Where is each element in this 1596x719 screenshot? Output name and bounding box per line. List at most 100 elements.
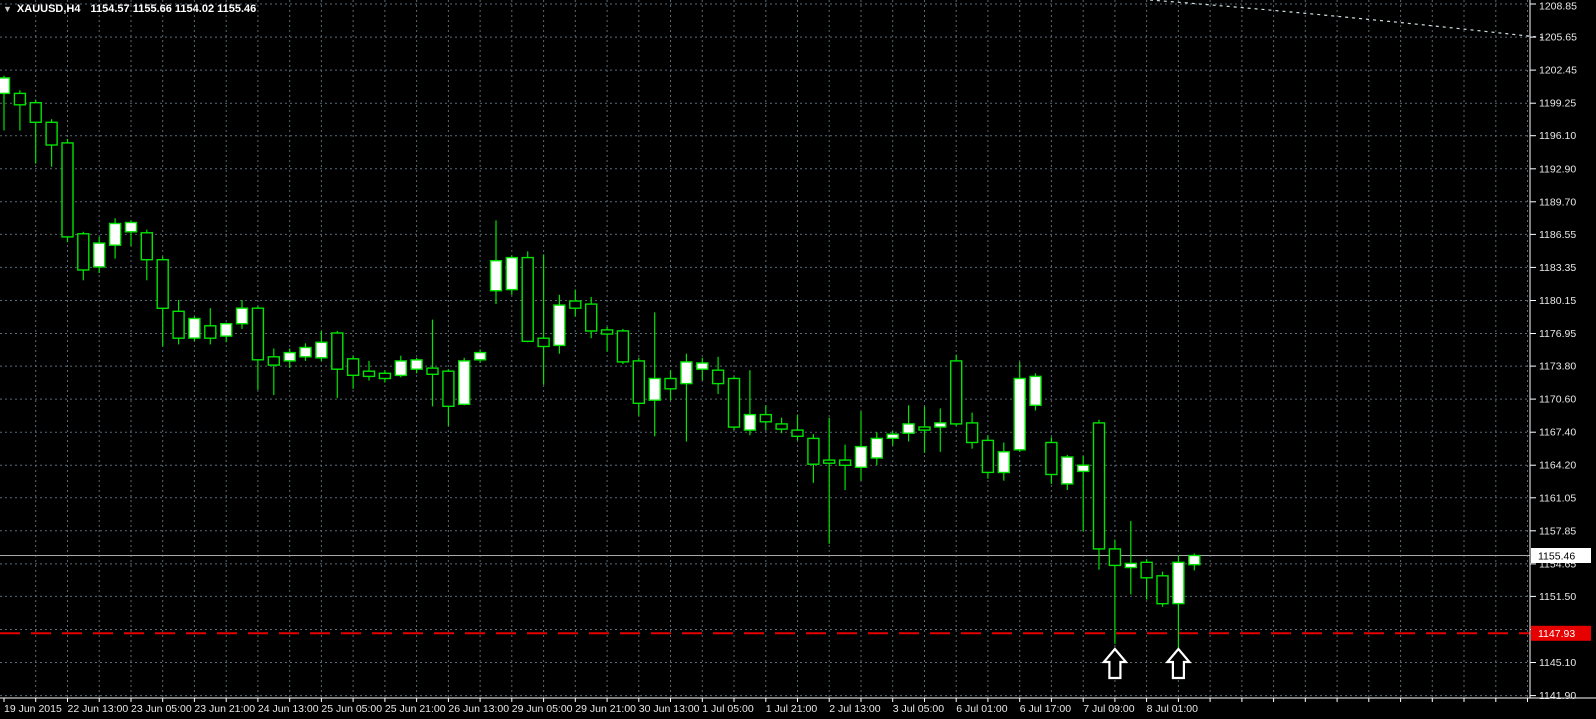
- price-axis[interactable]: 1208.85 1205.65 1202.45 1199.25 1196.10 1192.…: [1530, 1, 1591, 703]
- price-tick-label: 1145.10: [1539, 657, 1576, 669]
- candle: [950, 354, 963, 426]
- time-tick-label: 19 Jun 2015: [4, 703, 62, 715]
- price-tick-label: 1167.40: [1539, 427, 1576, 439]
- candle: [997, 442, 1010, 481]
- trend-curve[interactable]: [1149, 0, 1547, 39]
- candle: [521, 251, 534, 343]
- price-tick-label: 1173.80: [1539, 361, 1576, 373]
- current-price-tag: 1155.46: [1531, 548, 1591, 563]
- candle: [886, 431, 899, 446]
- candle: [188, 316, 201, 342]
- price-tick-label: 1183.35: [1539, 262, 1576, 274]
- candle: [870, 432, 883, 466]
- candle: [410, 357, 423, 374]
- time-tick-label: 23 Jun 21:00: [194, 703, 255, 715]
- price-tick-label: 1199.25: [1539, 98, 1576, 110]
- price-tick-label: 1176.95: [1539, 328, 1576, 340]
- candle: [902, 405, 915, 442]
- time-tick-label: 24 Jun 13:00: [258, 703, 319, 715]
- candle: [108, 218, 122, 259]
- symbol-period-label: XAUUSD,H4: [16, 3, 81, 15]
- candle: [442, 369, 455, 426]
- candle: [1124, 521, 1138, 595]
- candle: [267, 348, 280, 395]
- candle: [918, 406, 931, 453]
- time-tick-label: 23 Jun 05:00: [131, 703, 192, 715]
- candle: [711, 356, 725, 394]
- price-tick-label: 1151.50: [1539, 591, 1576, 603]
- time-tick-label: 29 Jun 21:00: [575, 703, 636, 715]
- candle: [13, 90, 27, 131]
- candle: [0, 75, 11, 131]
- candle: [664, 370, 677, 401]
- price-tick-label: 1141.90: [1539, 690, 1576, 702]
- time-tick-label: 6 Jul 17:00: [1020, 703, 1072, 715]
- candle: [235, 300, 249, 329]
- time-tick-label: 1 Jul 21:00: [766, 703, 818, 715]
- price-tick-label: 1192.90: [1539, 163, 1576, 175]
- price-tick-label: 1202.45: [1539, 65, 1577, 77]
- candle: [600, 326, 614, 352]
- candle: [727, 376, 741, 431]
- candle: [823, 417, 836, 544]
- candle: [1140, 559, 1153, 600]
- time-tick-label: 29 Jun 05:00: [512, 703, 573, 715]
- ohlc-values-label: 1154.57 1155.66 1154.02 1155.46: [90, 3, 257, 15]
- candle: [299, 343, 312, 361]
- price-tick-label: 1186.55: [1539, 229, 1576, 241]
- candle: [1045, 437, 1058, 484]
- candle: [92, 236, 106, 274]
- time-tick-label: 3 Jul 05:00: [893, 703, 945, 715]
- time-tick-label: 30 Jun 13:00: [639, 703, 700, 715]
- candle: [204, 308, 217, 345]
- candle: [1061, 454, 1074, 490]
- time-tick-label: 6 Jul 01:00: [956, 703, 1008, 715]
- candle: [1013, 361, 1026, 452]
- candle: [394, 355, 407, 378]
- candle: [426, 319, 439, 407]
- candles: [0, 75, 1201, 650]
- candle: [473, 349, 487, 363]
- time-tick-label: 22 Jun 13:00: [68, 703, 129, 715]
- candle: [346, 355, 360, 389]
- candle: [1108, 539, 1122, 644]
- price-tick-label: 1208.85: [1539, 1, 1577, 13]
- candle: [616, 328, 630, 364]
- candle: [140, 229, 154, 281]
- candle: [1172, 555, 1185, 650]
- candle: [1156, 571, 1169, 607]
- candle: [1092, 419, 1106, 570]
- candle: [489, 220, 503, 305]
- time-axis[interactable]: 19 Jun 2015 22 Jun 13:00 23 Jun 05:00 23 Ju…: [3, 698, 1528, 715]
- candle: [315, 330, 328, 361]
- candle: [1076, 455, 1090, 532]
- candle: [680, 353, 693, 442]
- candle: [854, 411, 868, 481]
- candle: [61, 138, 74, 243]
- candle: [838, 444, 852, 490]
- price-tick-label: 1196.10: [1539, 130, 1576, 142]
- candle: [362, 360, 376, 381]
- chart-title-overlay: ▼ XAUUSD,H4 1154.57 1155.66 1154.02 1155…: [3, 3, 256, 15]
- candle: [219, 322, 233, 343]
- time-tick-label: 8 Jul 01:00: [1147, 703, 1199, 715]
- time-tick-label: 25 Jun 21:00: [385, 703, 446, 715]
- arrow-up-icon[interactable]: [1101, 647, 1129, 680]
- candle: [331, 330, 344, 399]
- chart-borders: [0, 0, 1596, 699]
- price-tick-label: 1180.15: [1539, 295, 1576, 307]
- candle: [553, 294, 566, 354]
- time-tick-label: 1 Jul 05:00: [702, 703, 754, 715]
- triangle-down-icon: ▼: [3, 4, 12, 14]
- arrow-up-icon[interactable]: [1165, 647, 1192, 680]
- candle: [981, 435, 995, 479]
- candle: [251, 306, 265, 390]
- candle: [77, 231, 90, 281]
- time-tick-label: 2 Jul 13:00: [829, 703, 881, 715]
- candle: [965, 412, 979, 449]
- candle: [648, 312, 661, 437]
- candle: [807, 434, 820, 483]
- price-tick-label: 1157.85: [1539, 525, 1576, 537]
